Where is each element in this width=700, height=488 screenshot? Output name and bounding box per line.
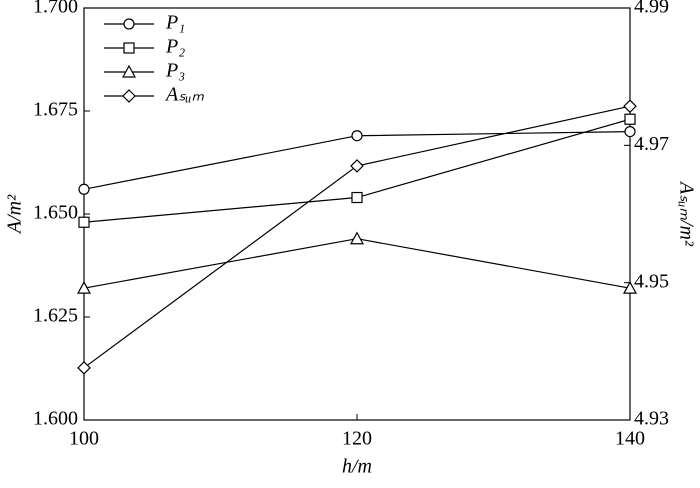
marker [349,231,365,245]
y2-tick-label: 4.95 [634,270,669,292]
y2-axis-label: Aₛᵤₘ/m² [675,180,697,247]
marker [351,191,363,204]
y-axis-label: A/m² [4,194,26,235]
marker [78,216,90,228]
y2-tick-label: 4.99 [634,0,669,18]
y-tick-label: 1.650 [33,202,78,224]
marker [76,280,92,294]
legend-label: Aₛᵤₘ [164,84,205,106]
marker [624,126,636,138]
marker [123,42,135,54]
x-tick-label: 140 [615,428,645,450]
marker [77,360,91,375]
marker [622,280,638,294]
marker [122,89,136,103]
marker [351,130,363,142]
marker [624,113,636,125]
legend-label: P₃ [165,60,185,82]
legend-label: P₂ [165,36,185,58]
marker [121,64,137,78]
marker [123,18,135,30]
marker [350,159,364,173]
x-tick-label: 100 [69,428,99,450]
marker [623,99,637,114]
x-tick-label: 120 [342,428,372,450]
marker [78,183,90,195]
y-tick-label: 1.625 [33,305,78,327]
y2-tick-label: 4.93 [634,408,669,430]
y-tick-label: 1.600 [33,408,78,430]
y-tick-label: 1.675 [33,99,78,121]
legend-label: P₁ [165,12,185,34]
series-line [83,238,631,289]
y2-tick-label: 4.97 [634,133,669,155]
y-tick-label: 1.700 [33,0,78,18]
x-axis-label: h/m [342,456,372,478]
